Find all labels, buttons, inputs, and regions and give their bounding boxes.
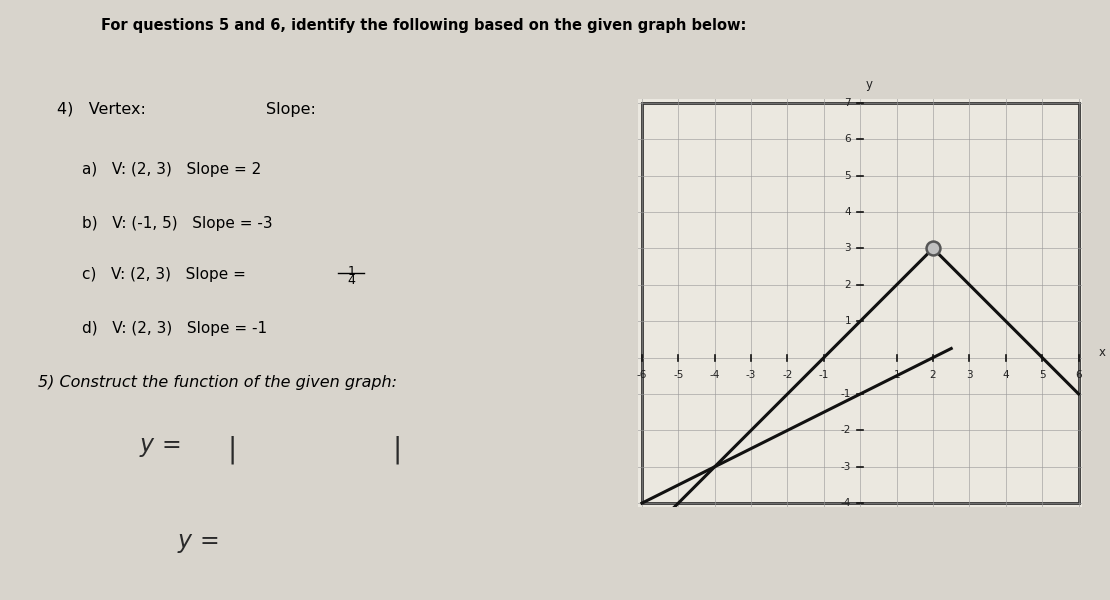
Text: 3: 3 — [966, 370, 972, 380]
Text: c)   V: (2, 3)   Slope =: c) V: (2, 3) Slope = — [82, 267, 251, 282]
Text: 1: 1 — [347, 265, 355, 278]
Text: -1: -1 — [840, 389, 851, 399]
Text: a)   V: (2, 3)   Slope = 2: a) V: (2, 3) Slope = 2 — [82, 162, 262, 177]
Text: 1: 1 — [894, 370, 900, 380]
Text: d)   V: (2, 3)   Slope = -1: d) V: (2, 3) Slope = -1 — [82, 321, 268, 336]
Text: y: y — [866, 78, 872, 91]
Text: -1: -1 — [819, 370, 829, 380]
Text: -3: -3 — [840, 462, 851, 472]
Text: 3: 3 — [845, 244, 851, 253]
Text: 1: 1 — [845, 316, 851, 326]
Text: -2: -2 — [840, 425, 851, 436]
Text: 7: 7 — [845, 98, 851, 108]
Text: 6: 6 — [845, 134, 851, 144]
Text: 2: 2 — [845, 280, 851, 290]
Text: 5: 5 — [1039, 370, 1046, 380]
Text: $y$ =: $y$ = — [178, 531, 219, 555]
Text: b)   V: (-1, 5)   Slope = -3: b) V: (-1, 5) Slope = -3 — [82, 216, 273, 231]
Text: 6: 6 — [1076, 370, 1082, 380]
Text: |: | — [228, 435, 238, 463]
Text: $y$ =: $y$ = — [139, 435, 181, 459]
Text: 2: 2 — [930, 370, 937, 380]
Text: -3: -3 — [746, 370, 756, 380]
Text: 5) Construct the function of the given graph:: 5) Construct the function of the given g… — [38, 375, 397, 390]
Text: -6: -6 — [637, 370, 647, 380]
Text: 4: 4 — [845, 207, 851, 217]
Text: 4: 4 — [347, 274, 355, 287]
Text: 4)   Vertex:: 4) Vertex: — [57, 102, 145, 117]
Text: -5: -5 — [673, 370, 684, 380]
Text: For questions 5 and 6, identify the following based on the given graph below:: For questions 5 and 6, identify the foll… — [101, 18, 747, 33]
Text: x: x — [1099, 346, 1106, 359]
Text: -4: -4 — [840, 498, 851, 508]
Text: -2: -2 — [783, 370, 793, 380]
Text: |: | — [392, 435, 402, 463]
Text: 4: 4 — [1002, 370, 1009, 380]
Text: -4: -4 — [709, 370, 720, 380]
Text: Slope:: Slope: — [265, 102, 315, 117]
Text: 5: 5 — [845, 170, 851, 181]
